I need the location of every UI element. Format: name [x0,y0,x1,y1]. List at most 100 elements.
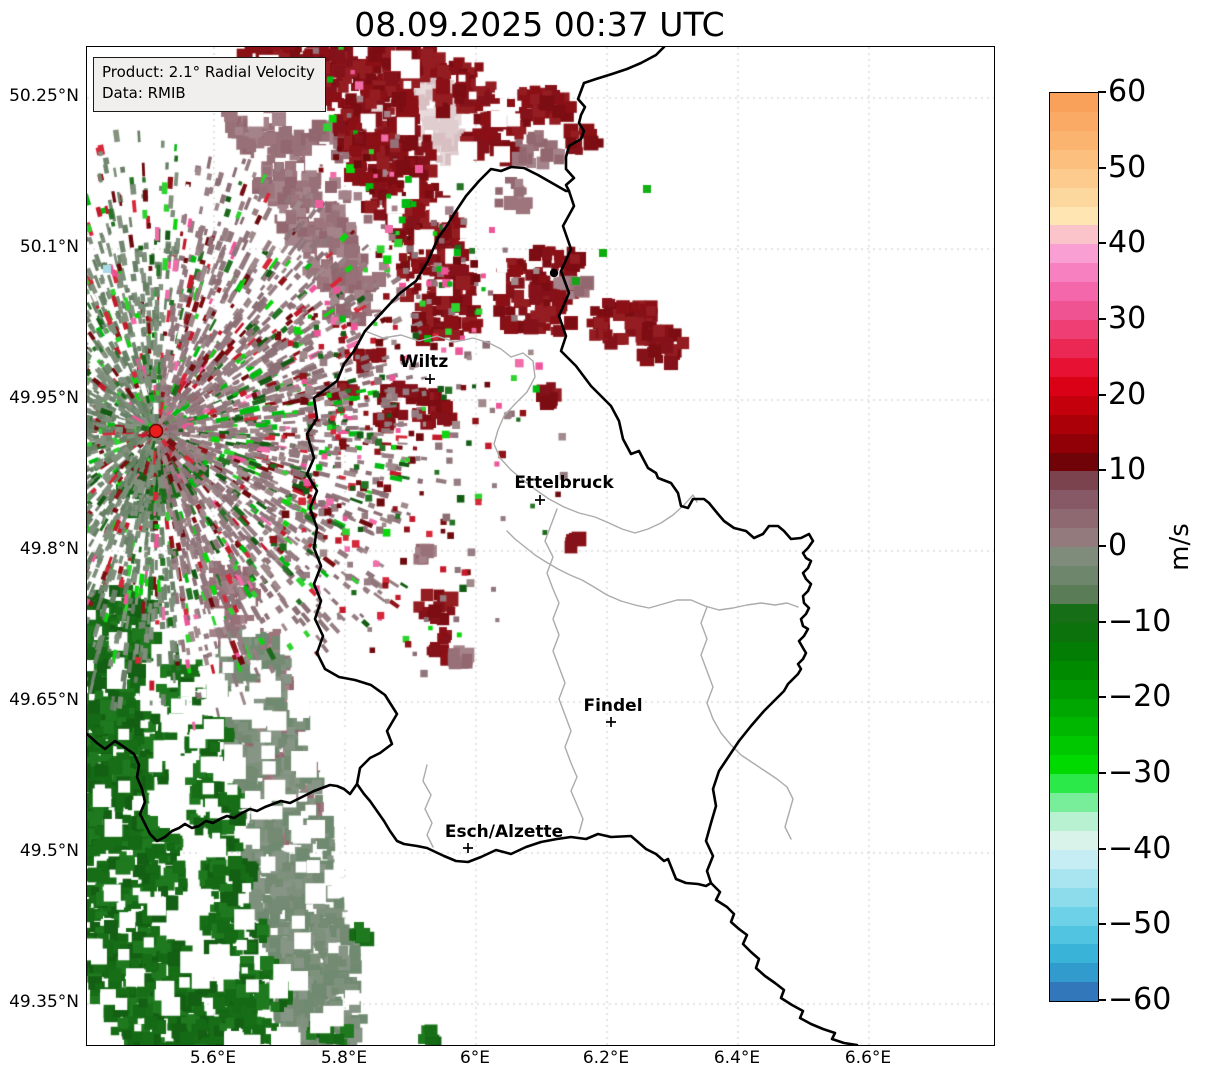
colorbar-segment [1050,622,1098,642]
colorbar-segment [1050,584,1098,604]
colorbar-tick-mark [1098,393,1106,396]
colorbar-segment [1050,130,1098,150]
colorbar-segment [1050,471,1098,491]
colorbar-segment [1050,944,1098,964]
colorbar-segment [1050,755,1098,775]
colorbar-tick-label: −10 [1108,603,1172,639]
product-info-line: Product: 2.1° Radial Velocity [102,63,315,81]
colorbar-tick-label: 40 [1108,225,1147,261]
radar-velocity-field [87,47,994,1045]
lat-tick-label: 50.25°N [9,86,79,106]
colorbar-tick-label: −60 [1108,982,1172,1017]
colorbar-segment [1050,717,1098,737]
colorbar-tick-mark [1098,166,1106,169]
colorbar-segment [1050,395,1098,415]
colorbar-segment [1050,168,1098,188]
colorbar-segment [1050,509,1098,529]
city-label: Esch/Alzette [444,822,564,842]
colorbar-segment [1050,225,1098,245]
lon-tick-label: 5.8°E [320,1048,368,1068]
colorbar-tick-mark [1098,318,1106,320]
colorbar-segment [1050,641,1098,661]
colorbar-segment [1050,547,1098,567]
city-label: Findel [583,696,643,716]
colorbar-tick-mark [1098,847,1106,850]
colorbar-segment [1050,698,1098,718]
colorbar-tick-label: −50 [1108,906,1172,942]
colorbar-segment [1050,982,1098,1002]
colorbar-tick-mark [1098,545,1106,547]
colorbar-segment [1050,887,1098,907]
colorbar-tick-label: 0 [1108,528,1128,563]
colorbar-tick-mark [1098,620,1106,623]
colorbar-tick-mark [1098,999,1106,1001]
colorbar-segment [1050,906,1098,926]
colorbar-segment [1050,679,1098,699]
colorbar-segment [1050,452,1098,472]
colorbar-segment [1050,414,1098,434]
colorbar-segment [1050,603,1098,623]
colorbar-segment [1050,93,1098,112]
colorbar-tick-mark [1098,696,1106,699]
colorbar-segment [1050,357,1098,377]
colorbar-segment [1050,868,1098,888]
lon-tick-label: 6°E [459,1048,491,1068]
colorbar-tick-mark [1098,923,1106,926]
colorbar-segment [1050,301,1098,321]
colorbar-segment [1050,566,1098,585]
colorbar-tick-label: −40 [1108,830,1172,866]
colorbar-segment [1050,793,1098,813]
colorbar-tick-mark [1098,91,1106,93]
colorbar-tick-mark [1098,772,1106,774]
colorbar-segment [1050,149,1098,169]
colorbar-tick-label: 30 [1108,301,1147,336]
colorbar-segment [1050,263,1098,283]
colorbar-tick-mark [1098,469,1106,472]
product-info-box: Product: 2.1° Radial Velocity Data: RMIB [93,57,326,112]
colorbar-segment [1050,736,1098,756]
lon-tick-label: 5.6°E [189,1048,237,1068]
colorbar-segment [1050,963,1098,983]
colorbar-segment [1050,774,1098,794]
lon-tick-label: 6.6°E [844,1048,892,1068]
colorbar-segment [1050,925,1098,945]
colorbar-segment [1050,528,1098,548]
city-label: Ettelbruck [514,473,614,493]
colorbar-unit-label: m/s [1165,523,1195,571]
map-plot: Product: 2.1° Radial Velocity Data: RMIB… [86,46,995,1046]
colorbar-tick-label: −30 [1108,755,1172,790]
colorbar-segment [1050,244,1098,264]
colorbar-segment [1050,320,1098,339]
colorbar-segment [1050,849,1098,869]
lat-tick-label: 49.8°N [19,539,79,559]
colorbar-tick-label: −20 [1108,679,1172,715]
colorbar-segment [1050,490,1098,510]
colorbar-segment [1050,376,1098,396]
colorbar-segment [1050,433,1098,453]
lat-tick-label: 49.95°N [9,388,79,408]
colorbar [1049,92,1099,1002]
colorbar-segment [1050,187,1098,207]
lat-tick-label: 49.65°N [9,690,79,710]
lat-tick-label: 49.5°N [19,841,79,861]
page-title: 08.09.2025 00:37 UTC [354,5,725,44]
lon-tick-label: 6.4°E [713,1048,761,1068]
colorbar-segment [1050,282,1098,302]
colorbar-tick-mark [1098,242,1106,245]
colorbar-segment [1050,830,1098,850]
data-source-line: Data: RMIB [102,84,186,103]
lat-tick-label: 50.1°N [19,237,79,257]
colorbar-segment [1050,812,1098,831]
city-label: Wiltz [399,352,449,372]
colorbar-tick-label: 50 [1108,149,1147,185]
colorbar-tick-label: 10 [1108,452,1147,488]
lon-tick-label: 6.2°E [582,1048,630,1068]
colorbar-tick-label: 20 [1108,376,1147,412]
colorbar-segment [1050,111,1098,131]
colorbar-segment [1050,338,1098,358]
colorbar-segment [1050,660,1098,680]
colorbar-segment [1050,206,1098,226]
lat-tick-label: 49.35°N [9,992,79,1012]
colorbar-tick-label: 60 [1108,74,1147,109]
